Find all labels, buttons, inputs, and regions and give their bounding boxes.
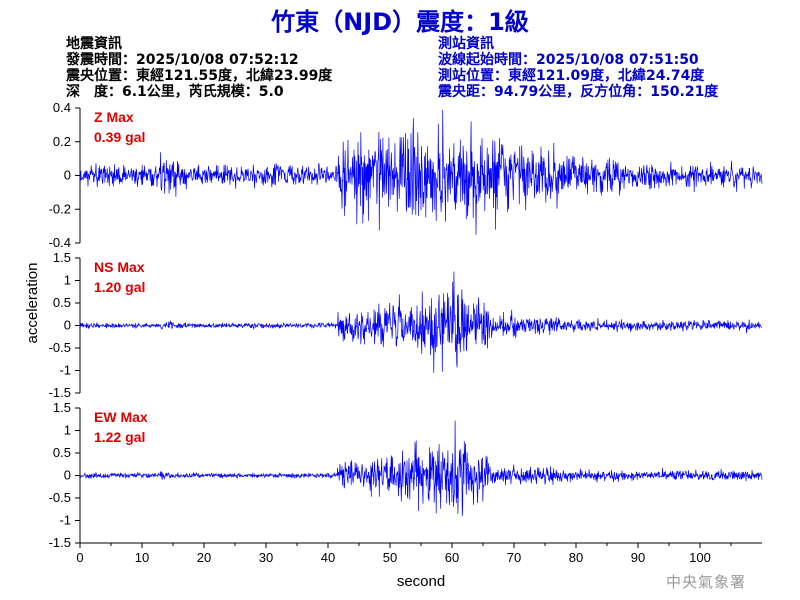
y-tick-label: 0.5 <box>53 295 71 310</box>
y-axis-title: acceleration <box>24 263 41 344</box>
x-tick-label: 0 <box>76 550 83 565</box>
y-tick-label: 1 <box>64 273 71 288</box>
x-tick-label: 30 <box>259 550 273 565</box>
y-tick-label: -0.5 <box>49 490 71 505</box>
y-tick-label: 0 <box>64 468 71 483</box>
station-position: 測站位置：東經121.09度，北緯24.74度 <box>438 68 705 84</box>
y-tick-label: 0.5 <box>53 445 71 460</box>
y-tick-label: 0 <box>64 318 71 333</box>
x-tick-label: 50 <box>383 550 397 565</box>
x-tick-label: 40 <box>321 550 335 565</box>
epicenter: 震央位置：東經121.55度，北緯23.99度 <box>66 68 333 84</box>
x-tick-label: 90 <box>631 550 645 565</box>
x-tick-label: 70 <box>507 550 521 565</box>
panel-max-value: 0.39 gal <box>94 129 145 145</box>
panel-ns-max: -1.5 -1 -0.5 0 0.5 1 1.5 NS Max 1.20 gal <box>49 250 763 400</box>
y-tick-label: -1 <box>59 363 71 378</box>
panel-max-label: Z Max <box>94 109 134 125</box>
y-tick-label: 1.5 <box>53 250 71 265</box>
y-tick-label: 1.5 <box>53 400 71 415</box>
quake-info-heading: 地震資訊 <box>66 36 122 52</box>
wave-start-time: 波線起始時間：2025/10/08 07:51:50 <box>438 52 699 68</box>
panel-z-max: -0.4 -0.2 0 0.2 0.4 Z Max 0.39 gal <box>49 100 763 250</box>
y-tick-label: 0.4 <box>53 100 71 115</box>
panel-max-value: 1.20 gal <box>94 279 145 295</box>
y-tick-label: -1.5 <box>49 535 71 550</box>
y-tick-label: -0.4 <box>49 235 71 250</box>
quake-info-block: 地震資訊 發震時間：2025/10/08 07:52:12 震央位置：東經121… <box>66 36 332 100</box>
x-tick-label: 10 <box>135 550 149 565</box>
depth-magnitude: 深 度：6.1公里，芮氏規模：5.0 <box>66 84 284 100</box>
y-tick-label: -0.2 <box>49 201 71 216</box>
x-tick-label: 20 <box>197 550 211 565</box>
x-tick-label: 100 <box>689 550 711 565</box>
y-tick-label: 1 <box>64 423 71 438</box>
waveform-trace <box>79 109 763 235</box>
y-tick-label: 0.2 <box>53 134 71 149</box>
x-tick-label: 80 <box>569 550 583 565</box>
station-info-block: 測站資訊 波線起始時間：2025/10/08 07:51:50 測站位置：東經1… <box>438 36 718 100</box>
y-tick-label: -1.5 <box>49 385 71 400</box>
epicentral-distance: 震央距：94.79公里，反方位角：150.21度 <box>438 84 719 100</box>
x-axis-title: second <box>397 573 445 590</box>
y-tick-label: -1 <box>59 513 71 528</box>
panel-max-label: NS Max <box>94 259 145 275</box>
waveform-trace <box>79 420 763 517</box>
panel-max-label: EW Max <box>94 409 148 425</box>
station-info-heading: 測站資訊 <box>438 36 494 52</box>
y-tick-label: 0 <box>64 168 71 183</box>
agency-footer: 中央氣象署 <box>665 573 746 591</box>
panel-ew-max: -1.5 -1 -0.5 0 0.5 1 1.5 EW Max 1.22 gal <box>49 400 763 550</box>
x-tick-label: 60 <box>445 550 459 565</box>
origin-time: 發震時間：2025/10/08 07:52:12 <box>66 52 299 68</box>
panel-max-value: 1.22 gal <box>94 429 145 445</box>
waveform-trace <box>79 271 763 373</box>
y-tick-label: -0.5 <box>49 340 71 355</box>
page-title: 竹東（NJD）震度：1級 <box>271 8 529 36</box>
